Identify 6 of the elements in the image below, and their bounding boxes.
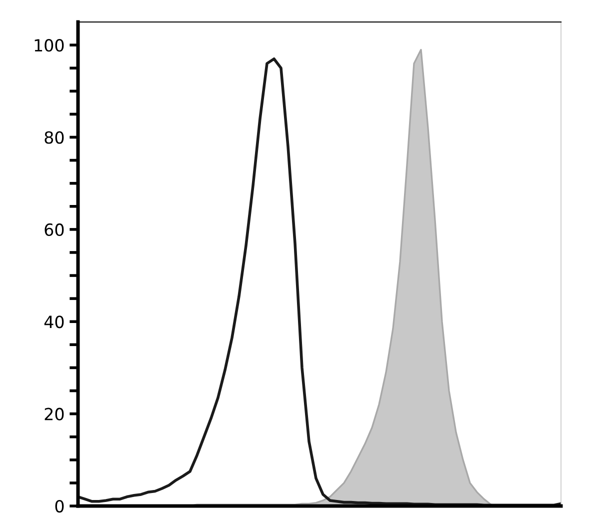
y-tick-label: 20 — [44, 408, 64, 420]
y-tick-label: 60 — [44, 223, 64, 236]
y-tick-label: 80 — [44, 131, 64, 144]
y-tick-label: 0 — [55, 500, 64, 513]
y-tick-label: 40 — [44, 316, 64, 328]
y-tick-label: 100 — [34, 39, 64, 52]
